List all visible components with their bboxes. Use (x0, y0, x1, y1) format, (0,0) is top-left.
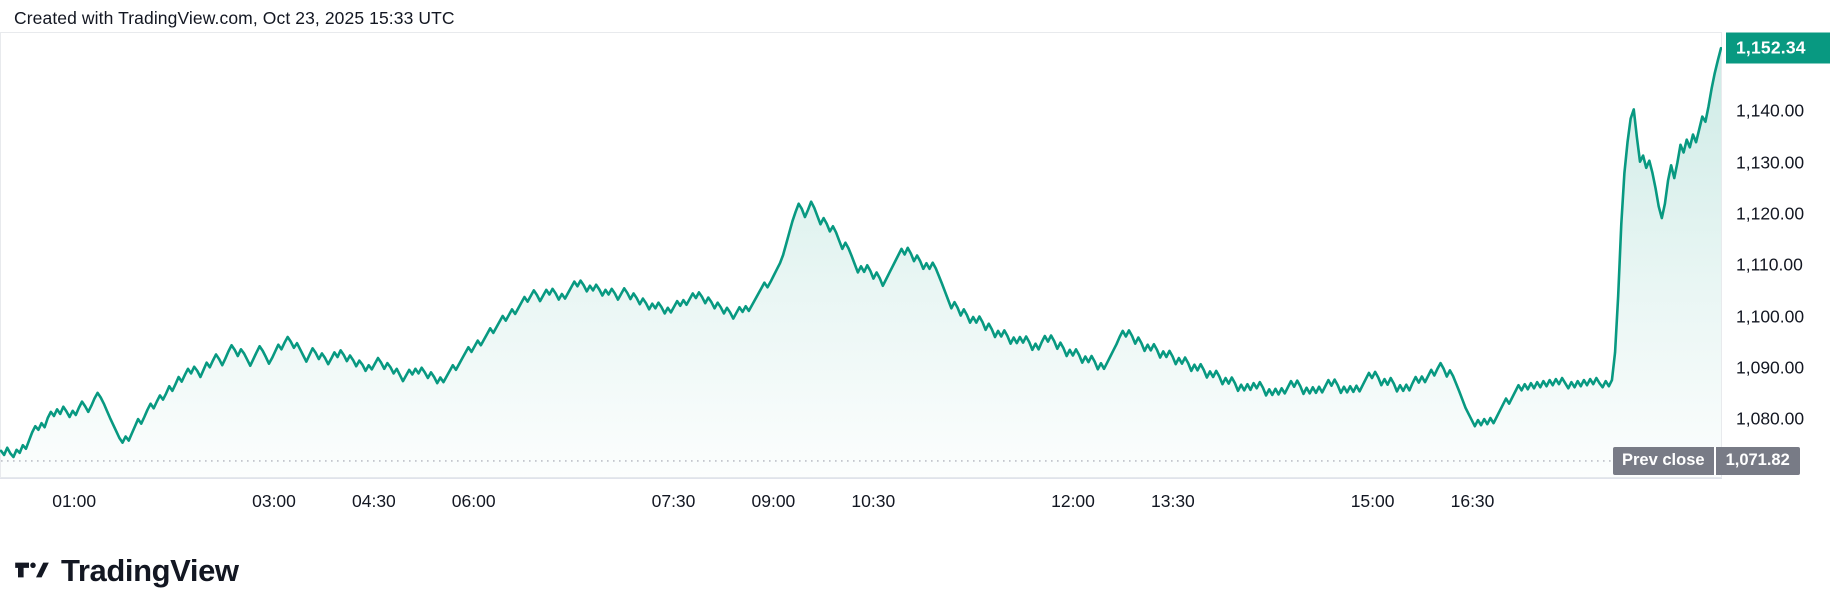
time-tick-1: 03:00 (252, 491, 296, 511)
time-tick-6: 10:30 (851, 491, 896, 511)
time-axis[interactable]: 01:00 03:00 04:30 06:00 07:30 09:00 10:30 12:00… (0, 478, 1722, 525)
time-tick-8: 13:30 (1150, 491, 1195, 511)
time-tick-2: 04:30 (351, 491, 396, 511)
price-tick-3: 1,110.00 (1736, 254, 1803, 275)
price-tick-1: 1,130.00 (1736, 152, 1805, 173)
price-tick-2: 1,120.00 (1736, 203, 1805, 224)
time-tick-7: 12:00 (1051, 491, 1095, 511)
chart-credit-text: Created with TradingView.com, Oct 23, 20… (14, 8, 455, 28)
price-line (0, 46, 1722, 459)
prev-close-label: Prev close (1613, 446, 1714, 475)
time-tick-4: 07:30 (651, 491, 696, 511)
time-tick-3: 06:00 (451, 491, 496, 511)
price-tick-5: 1,090.00 (1736, 357, 1805, 378)
time-tick-0: 01:00 (52, 491, 97, 511)
tradingview-wordmark: TradingView (61, 552, 239, 588)
price-axis[interactable]: 1,140.00 1,130.00 1,120.00 1,110.00 1,100.00… (1722, 32, 1830, 478)
prev-close-badge: Prev close 1,071.82 (1613, 446, 1800, 475)
time-tick-9: 15:00 (1350, 491, 1395, 511)
price-tick-6: 1,080.00 (1736, 408, 1805, 429)
prev-close-value: 1,071.82 (1713, 446, 1800, 475)
price-tick-4: 1,100.00 (1736, 306, 1805, 327)
price-chart-plot[interactable] (0, 32, 1722, 478)
current-price-badge: 1,152.34 (1726, 32, 1830, 64)
tradingview-brand: TradingView (14, 552, 239, 588)
price-tick-0: 1,140.00 (1736, 100, 1805, 121)
price-area-fill (1, 48, 1721, 478)
time-tick-10: 16:30 (1450, 491, 1495, 511)
time-tick-5: 09:00 (751, 491, 796, 511)
tradingview-logo-icon (15, 562, 49, 578)
price-area-chart (0, 32, 1722, 478)
